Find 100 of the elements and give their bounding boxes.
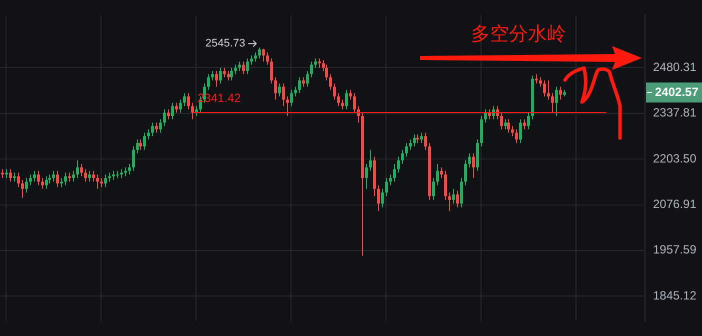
candlestick	[480, 115, 483, 147]
candlestick	[298, 76, 301, 94]
candlestick	[365, 163, 368, 190]
candlestick	[397, 156, 400, 174]
candlestick	[155, 122, 158, 134]
y-tick-label: 2076.91	[653, 197, 697, 212]
candlestick	[389, 174, 392, 186]
candlestick	[151, 122, 154, 137]
candlestick	[504, 118, 507, 130]
candlestick	[159, 118, 162, 134]
candlestick	[519, 118, 522, 144]
candlestick	[29, 174, 32, 186]
candlestick	[163, 108, 166, 126]
candlestick	[76, 160, 79, 179]
candlestick	[92, 170, 95, 182]
candlestick	[488, 108, 491, 120]
candlestick	[444, 170, 447, 200]
y-tick-label: 2203.50	[653, 151, 697, 166]
candlestick	[9, 168, 12, 182]
candlestick	[555, 86, 558, 116]
candlestick	[274, 76, 277, 100]
candlestick	[337, 92, 340, 107]
text: 2402.57	[655, 84, 699, 99]
candlestick	[254, 52, 257, 62]
candlestick	[250, 54, 253, 66]
candlestick	[60, 178, 63, 188]
candlestick	[183, 92, 186, 107]
candlestick	[175, 102, 178, 114]
candlestick	[278, 83, 281, 97]
candlestick	[436, 163, 439, 186]
candlestick	[143, 132, 146, 150]
candlestick	[104, 174, 107, 188]
candlestick	[147, 128, 150, 140]
candlestick	[302, 76, 305, 88]
candlestick	[341, 99, 344, 110]
candlestick	[515, 128, 518, 144]
candlestick	[420, 132, 423, 144]
candlestick	[258, 47, 261, 60]
candlestick	[21, 179, 24, 199]
candlestick	[136, 139, 139, 154]
candlestick	[523, 118, 526, 130]
candlestick	[448, 192, 451, 212]
candlestick	[100, 178, 103, 188]
candlestick	[191, 102, 194, 120]
candlestick	[52, 170, 55, 182]
candlestick	[535, 74, 538, 84]
candlestick	[318, 58, 321, 68]
candlestick	[290, 89, 293, 107]
candlestick	[234, 64, 237, 75]
candlestick	[345, 89, 348, 110]
candlestick	[452, 188, 455, 204]
candlestick	[64, 172, 67, 186]
candlestick	[286, 96, 289, 116]
candlestick	[282, 83, 285, 107]
candlestick	[37, 170, 40, 186]
candlestick	[207, 74, 210, 90]
candlestick	[500, 112, 503, 130]
candlestick	[211, 70, 214, 81]
candlestick	[56, 170, 59, 188]
candlestick	[41, 178, 44, 190]
candlestick	[456, 190, 459, 208]
candlestick	[507, 118, 510, 134]
candlestick	[84, 168, 87, 182]
candlestick	[25, 178, 28, 194]
candlestick	[468, 152, 471, 168]
candlestick	[132, 146, 135, 172]
candlestick	[405, 142, 408, 158]
candlestick	[294, 86, 297, 97]
candlestick	[219, 67, 222, 84]
candlestick	[353, 92, 356, 114]
candlestick	[464, 160, 467, 186]
candlestick	[139, 139, 142, 150]
y-tick-label: 2337.81	[653, 106, 697, 120]
y-tick-label: 1957.59	[653, 242, 697, 257]
candlestick	[17, 172, 20, 188]
candlestick	[314, 58, 317, 68]
candlestick	[306, 70, 309, 88]
candlestick	[128, 163, 131, 175]
candlestick	[33, 170, 36, 182]
candlestick	[171, 102, 174, 120]
candlestick	[262, 48, 265, 62]
candlestick	[333, 83, 336, 100]
annotation: 多空分水岭	[470, 23, 566, 46]
candlestick	[246, 58, 249, 75]
candlestick	[349, 89, 352, 100]
candlestick	[543, 80, 546, 97]
candlestick	[266, 52, 269, 66]
candlestick	[179, 99, 182, 114]
candlestick	[325, 64, 328, 81]
candlestick	[460, 178, 463, 208]
candlestick	[96, 174, 99, 190]
candlestick	[424, 132, 427, 150]
candlestick	[547, 80, 550, 100]
candlestick	[270, 58, 273, 84]
candlestick	[385, 178, 388, 197]
candlestick	[310, 61, 313, 78]
candlestick	[187, 92, 190, 110]
candlestick	[230, 67, 233, 81]
candlestick	[551, 92, 554, 114]
candlestick	[238, 61, 241, 72]
